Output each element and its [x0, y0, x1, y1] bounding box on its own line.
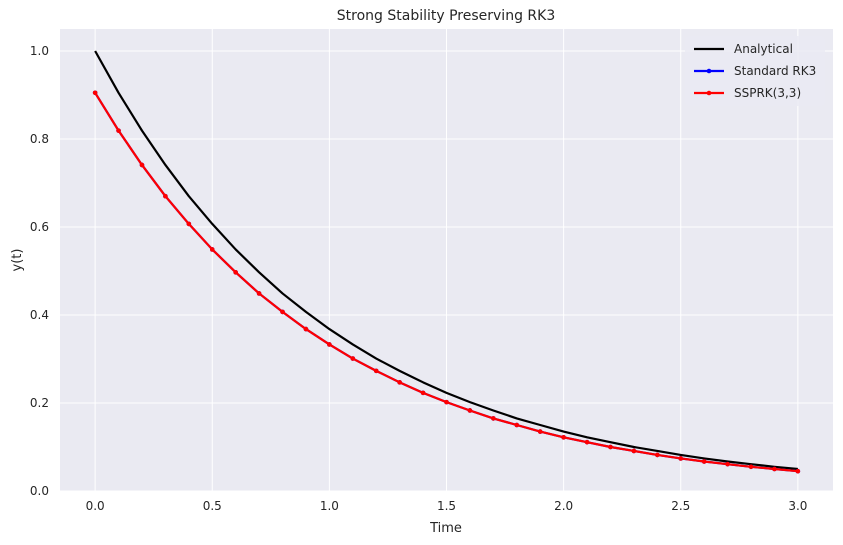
data-point-ssprk-3-3: [795, 468, 801, 474]
x-axis-title: Time: [429, 521, 462, 536]
series-layer: [92, 50, 801, 474]
x-tick-label: 0.0: [86, 499, 105, 513]
series-analytical: [94, 50, 798, 471]
chart-title: Strong Stability Preserving RK3: [337, 8, 555, 24]
y-tick-label: 0.0: [30, 484, 49, 498]
data-point-ssprk-3-3: [561, 435, 566, 440]
y-tick-label: 1.0: [30, 44, 49, 58]
data-point-ssprk-3-3: [350, 356, 356, 361]
y-tick-label: 0.6: [30, 220, 49, 234]
series-line-analytical: [94, 50, 798, 471]
data-point-ssprk-3-3: [397, 380, 402, 385]
data-point-ssprk-3-3: [725, 461, 730, 467]
y-axis-title: y(t): [10, 249, 25, 272]
data-point-ssprk-3-3: [116, 128, 121, 133]
data-point-ssprk-3-3: [514, 422, 520, 428]
x-ticks: 0.0 0.5 1.0 1.5 2.0 2.5 3.0: [86, 499, 808, 513]
data-point-ssprk-3-3: [209, 247, 215, 252]
data-point-ssprk-3-3: [420, 390, 426, 396]
y-tick-label: 0.4: [30, 308, 49, 322]
data-point-ssprk-3-3: [748, 464, 754, 470]
x-tick-label: 3.0: [788, 499, 807, 513]
data-point-ssprk-3-3: [373, 368, 379, 374]
data-point-ssprk-3-3: [186, 221, 192, 227]
data-point-ssprk-3-3: [608, 444, 613, 450]
y-tick-label: 0.2: [30, 396, 49, 410]
data-point-ssprk-3-3: [256, 291, 262, 296]
y-tick-label: 0.8: [30, 132, 49, 146]
data-point-ssprk-3-3: [655, 452, 660, 458]
data-point-ssprk-3-3: [584, 439, 590, 445]
grid: [60, 29, 833, 492]
legend-marker: [706, 68, 712, 74]
x-tick-label: 1.5: [437, 499, 456, 513]
legend-box: [685, 36, 825, 106]
data-point-ssprk-3-3: [327, 342, 332, 347]
data-point-ssprk-3-3: [631, 448, 637, 454]
y-ticks: 0.0 0.2 0.4 0.6 0.8 1.0: [30, 44, 49, 498]
legend-item: Standard RK3: [694, 64, 816, 78]
data-point-ssprk-3-3: [139, 162, 145, 168]
data-point-ssprk-3-3: [701, 459, 707, 464]
x-tick-label: 2.5: [671, 499, 690, 513]
x-tick-label: 1.0: [320, 499, 339, 513]
legend-item: Analytical: [694, 42, 793, 56]
legend-label: Standard RK3: [734, 64, 816, 78]
legend: Analytical Standard RK3 SSPRK(3,3): [685, 36, 825, 106]
data-point-ssprk-3-3: [92, 90, 98, 96]
data-point-ssprk-3-3: [772, 466, 777, 472]
legend-item: SSPRK(3,3): [694, 86, 801, 100]
x-tick-label: 0.5: [203, 499, 222, 513]
legend-marker: [706, 90, 712, 96]
series-ssprk-3-3: [92, 90, 801, 474]
data-point-ssprk-3-3: [678, 456, 684, 461]
legend-label: SSPRK(3,3): [734, 86, 801, 100]
data-point-ssprk-3-3: [491, 416, 496, 421]
data-point-ssprk-3-3: [303, 326, 309, 332]
data-point-ssprk-3-3: [467, 408, 473, 413]
data-point-ssprk-3-3: [280, 309, 285, 315]
data-point-ssprk-3-3: [537, 429, 543, 434]
data-point-ssprk-3-3: [163, 193, 168, 199]
x-tick-label: 2.0: [554, 499, 573, 513]
data-point-ssprk-3-3: [444, 399, 449, 405]
data-point-ssprk-3-3: [233, 270, 238, 275]
legend-label: Analytical: [734, 42, 793, 56]
